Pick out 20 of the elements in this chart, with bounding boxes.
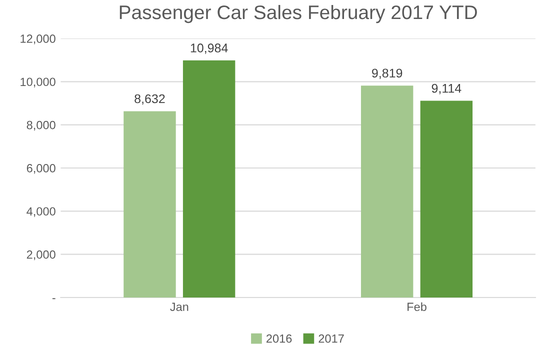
bar (124, 111, 176, 298)
chart-title: Passenger Car Sales February 2017 YTD (120, 4, 477, 24)
y-tick-label: 12,000 (20, 34, 56, 44)
legend-label: 2016 (266, 334, 292, 343)
text: 8,632 (134, 94, 165, 105)
bar (420, 100, 473, 298)
y-tick-label: 2,000 (26, 250, 56, 260)
bar (182, 60, 236, 298)
y-tick-label: - (52, 298, 56, 300)
y-tick-label: 10,000 (20, 78, 56, 88)
y-tick-label: 6,000 (26, 164, 56, 174)
x-tick-label: Feb (408, 302, 426, 312)
text: 10,984 (190, 44, 228, 54)
bar (360, 86, 414, 298)
y-tick-label: 8,000 (26, 120, 56, 131)
y-tick-label: 4,000 (26, 207, 56, 217)
text: 9,114 (432, 84, 462, 94)
legend-label: 2017 (318, 334, 344, 343)
text: 9,819 (372, 68, 402, 80)
x-tick-label: Jan (170, 302, 188, 312)
